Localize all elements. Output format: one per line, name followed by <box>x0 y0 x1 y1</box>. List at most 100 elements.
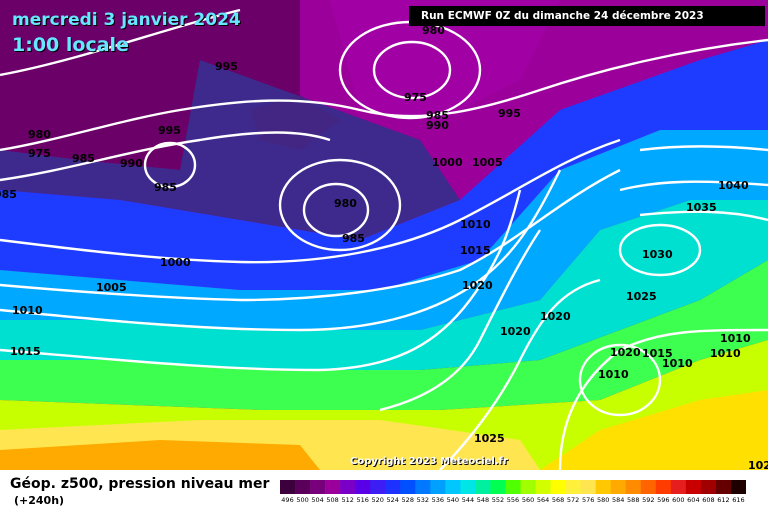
scale-swatch <box>355 480 371 494</box>
isobar-label: 1000 <box>432 156 463 169</box>
scale-swatch <box>610 480 627 494</box>
scale-tick-label: 500 <box>296 496 308 504</box>
scale-tick-label: 528 <box>402 496 414 504</box>
scale-tick-label: 504 <box>311 496 323 504</box>
isobar-label: 980 <box>334 197 357 210</box>
scale-tick-label: 560 <box>522 496 534 504</box>
scale-tick-label: 556 <box>507 496 519 504</box>
isobar-label: 1020 <box>462 279 493 292</box>
isobar-label: 1015 <box>642 347 673 360</box>
isobar-label: 985 <box>0 188 17 201</box>
scale-tick-label: 580 <box>597 496 609 504</box>
isobar-label: 1020 <box>500 325 531 338</box>
scale-tick-label: 524 <box>387 496 399 504</box>
forecast-time: 1:00 locale <box>12 34 129 56</box>
scale-tick-label: 588 <box>627 496 639 504</box>
scale-swatch <box>460 480 476 494</box>
isobar-label: 1030 <box>642 248 673 261</box>
scale-tick-label: 520 <box>371 496 383 504</box>
isobar-label: 1010 <box>710 347 741 360</box>
copyright: Copyright 2023 Meteociel.fr <box>350 456 508 467</box>
isobar-label: 975 <box>404 91 427 104</box>
isobar-label: 1025 <box>626 290 657 303</box>
isobar-label: 1040 <box>718 179 749 192</box>
isobar-label: 990 <box>426 119 449 132</box>
scale-tick-label: 604 <box>687 496 699 504</box>
scale-tick-label: 508 <box>326 496 338 504</box>
scale-tick-label: 564 <box>537 496 549 504</box>
isobar-label: 1010 <box>460 218 491 231</box>
scale-tick-label: 608 <box>702 496 714 504</box>
scale-tick-label: 536 <box>432 496 444 504</box>
isobar-label: 1020 <box>610 346 641 359</box>
isobar-label: 985 <box>72 152 95 165</box>
isobar-label: 975 <box>28 147 51 160</box>
isobar-label: 1035 <box>686 201 717 214</box>
scale-tick-label: 544 <box>462 496 474 504</box>
scale-tick-label: 592 <box>642 496 654 504</box>
scale-tick-label: 496 <box>281 496 293 504</box>
isobar-label: 1010 <box>720 332 751 345</box>
scale-tick-label: 512 <box>341 496 353 504</box>
scale-tick-label: 548 <box>477 496 489 504</box>
scale-swatch <box>670 480 687 494</box>
legend-subtitle: (+240h) <box>14 494 65 507</box>
scale-swatch <box>730 480 746 494</box>
isobar-label: 1010 <box>12 304 43 317</box>
scale-swatch <box>655 480 672 494</box>
scale-swatch <box>625 480 642 494</box>
scale-swatch <box>550 480 566 494</box>
color-scale: 496 500 504 508 512 516 520 524 528 532 536 540 544 5… <box>280 480 746 504</box>
scale-tick-label: 532 <box>417 496 429 504</box>
isobar-label: 985 <box>342 232 365 245</box>
isobar-label: 985 <box>154 181 177 194</box>
legend-bar: Géop. z500, pression niveau mer (+240h) … <box>0 470 768 512</box>
scale-swatch <box>310 480 326 494</box>
isobar-label: 1020 <box>748 459 768 470</box>
isobar-label: 1010 <box>662 357 693 370</box>
forecast-date: mercredi 3 janvier 2024 <box>12 10 241 30</box>
run-info: Run ECMWF 0Z du dimanche 24 décembre 202… <box>409 6 765 26</box>
scale-swatch <box>520 480 536 494</box>
map-canvas: 980 995 975 985 990 995 995 980 975 985 … <box>0 0 768 470</box>
isobar-labels: 980 995 975 985 990 995 995 980 975 985 … <box>0 24 768 470</box>
isobar-label: 995 <box>158 124 181 137</box>
scale-tick-label: 584 <box>612 496 624 504</box>
scale-swatch <box>430 480 446 494</box>
scale-swatch <box>580 480 596 494</box>
scale-swatch <box>595 480 612 494</box>
scale-swatch <box>340 480 356 494</box>
scale-swatch <box>700 480 717 494</box>
isobar-label: 1005 <box>96 281 127 294</box>
scale-swatch <box>295 480 311 494</box>
scale-tick-label: 572 <box>567 496 579 504</box>
isobar-label: 995 <box>498 107 521 120</box>
isobar-label: 1005 <box>472 156 503 169</box>
scale-tick-label: 576 <box>582 496 594 504</box>
scale-tick-label: 600 <box>672 496 684 504</box>
scale-tick-label: 596 <box>657 496 669 504</box>
isobar-label: 995 <box>215 60 238 73</box>
scale-tick-label: 552 <box>492 496 504 504</box>
isobar-label: 1015 <box>460 244 491 257</box>
isobar-label: 1015 <box>10 345 41 358</box>
scale-tick-label: 516 <box>356 496 368 504</box>
weather-map: 980 995 975 985 990 995 995 980 975 985 … <box>0 0 768 470</box>
scale-tick-label: 616 <box>732 496 744 504</box>
isobar-label: 1025 <box>474 432 505 445</box>
scale-swatch <box>685 480 702 494</box>
scale-swatch <box>415 480 431 494</box>
scale-swatch <box>400 480 416 494</box>
isobar-label: 980 <box>422 24 445 37</box>
scale-swatch <box>640 480 657 494</box>
scale-swatch <box>715 480 732 494</box>
scale-swatch <box>535 480 551 494</box>
isobar-label: 980 <box>28 128 51 141</box>
isobar-label: 1000 <box>160 256 191 269</box>
scale-swatch <box>280 480 296 494</box>
scale-swatch <box>370 480 386 494</box>
isobar-label: 985 <box>426 109 449 122</box>
scale-swatch <box>505 480 521 494</box>
scale-swatch <box>325 480 341 494</box>
scale-swatch <box>565 480 581 494</box>
